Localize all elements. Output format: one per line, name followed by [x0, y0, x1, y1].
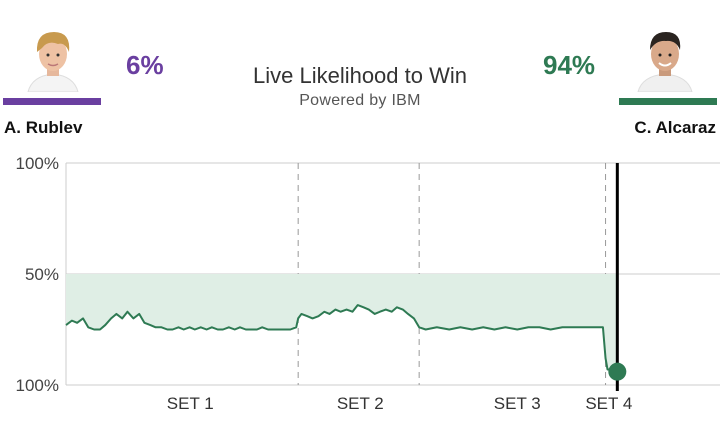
y-tick-label: 100%	[16, 154, 59, 173]
chart-title: Live Likelihood to Win	[252, 63, 467, 88]
set-label-4: SET 4	[585, 394, 632, 413]
likelihood-line	[65, 304, 618, 373]
player-left-name: A. Rublev	[4, 118, 83, 137]
set-label-3: SET 3	[494, 394, 541, 413]
y-tick-label: 100%	[16, 376, 59, 395]
y-tick-label: 50%	[25, 265, 59, 284]
player-right-name: C. Alcaraz	[634, 118, 716, 137]
likelihood-area	[66, 274, 618, 372]
set-label-2: SET 2	[337, 394, 384, 413]
player-photo-alcaraz	[630, 22, 700, 92]
set-label-1: SET 1	[167, 394, 214, 413]
player-photo-rublev	[18, 22, 88, 92]
player-left-color-bar	[3, 98, 101, 105]
current-position-dot	[608, 362, 627, 381]
player-right-color-bar	[619, 98, 717, 105]
player-left-win-percentage: 6%	[126, 50, 164, 80]
chart-subtitle: Powered by IBM	[299, 92, 421, 109]
player-right-win-percentage: 94%	[543, 50, 596, 80]
